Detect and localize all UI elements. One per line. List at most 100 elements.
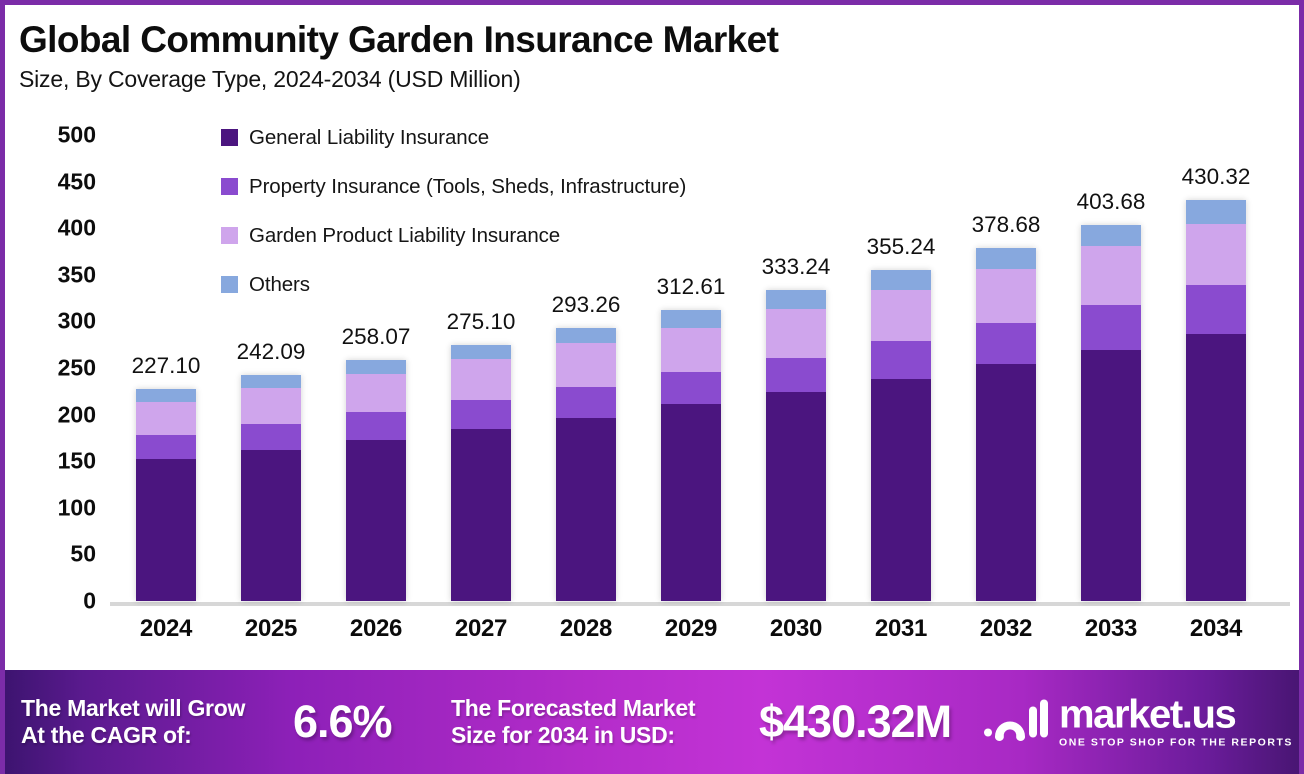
bar-segment[interactable]	[871, 269, 931, 290]
chart-legend: General Liability Insurance Property Insu…	[221, 113, 686, 309]
legend-item-0[interactable]: General Liability Insurance	[221, 113, 686, 162]
bar-segment[interactable]	[241, 423, 301, 451]
bar-value-label: 293.26	[551, 291, 621, 317]
bar-segment[interactable]	[346, 374, 406, 413]
cagr-caption-line2: At the CAGR of:	[21, 722, 192, 748]
bar-segment[interactable]	[976, 323, 1036, 365]
x-axis-tick-label: 2032	[979, 615, 1033, 642]
bar-segment[interactable]	[1186, 333, 1246, 601]
bar-group[interactable]: 227.10 2024	[132, 135, 201, 642]
legend-item-3[interactable]: Others	[221, 260, 686, 309]
bar-segment[interactable]	[871, 289, 931, 342]
market-us-logo[interactable]: market.us ONE STOP SHOP FOR THE REPORTS	[983, 695, 1293, 749]
x-axis-tick-label: 2030	[769, 615, 823, 642]
bar-segment[interactable]	[346, 360, 406, 375]
bar-segment[interactable]	[1186, 223, 1246, 286]
bar-segment[interactable]	[241, 450, 301, 601]
bar-segment[interactable]	[766, 392, 826, 601]
bar-segment[interactable]	[976, 364, 1036, 601]
bar-segment[interactable]	[136, 389, 196, 402]
stacked-bar[interactable]	[136, 389, 196, 601]
stacked-bar[interactable]	[241, 375, 301, 601]
bar-segment[interactable]	[556, 418, 616, 601]
bar-segment[interactable]	[871, 341, 931, 379]
bar-segment[interactable]	[451, 359, 511, 401]
bar-value-label: 355.24	[866, 233, 936, 259]
bar-group[interactable]: 355.24 2031	[867, 135, 936, 642]
bar-segment[interactable]	[1081, 304, 1141, 350]
bar-group[interactable]: 378.68 2032	[972, 135, 1041, 642]
x-axis-tick-label: 2027	[454, 615, 508, 642]
bar-segment[interactable]	[766, 309, 826, 359]
bar-group[interactable]: 258.07 2026	[342, 135, 411, 642]
bar-segment[interactable]	[136, 401, 196, 436]
bar-segment[interactable]	[766, 290, 826, 310]
bar-value-label: 258.07	[341, 324, 411, 350]
bar-value-label: 378.68	[971, 212, 1041, 238]
bar-group[interactable]: 333.24 2030	[762, 135, 831, 642]
bar-segment[interactable]	[241, 388, 301, 424]
chart-subtitle: Size, By Coverage Type, 2024-2034 (USD M…	[19, 66, 521, 92]
bar-value-label: 227.10	[131, 353, 201, 379]
bar-segment[interactable]	[871, 378, 931, 601]
bar-segment[interactable]	[661, 404, 721, 601]
bar-segment[interactable]	[1186, 285, 1246, 334]
bar-segment[interactable]	[556, 327, 616, 344]
bar-segment[interactable]	[1081, 246, 1141, 305]
bar-value-label: 403.68	[1076, 188, 1146, 214]
y-axis-tick-label: 250	[57, 354, 96, 381]
stacked-bar[interactable]	[976, 248, 1036, 601]
bar-segment[interactable]	[556, 343, 616, 387]
legend-item-label: General Liability Insurance	[249, 125, 490, 149]
bar-value-label: 430.32	[1181, 163, 1251, 189]
bar-segment[interactable]	[241, 375, 301, 389]
forecast-caption-line1: The Forecasted Market	[451, 694, 696, 721]
x-axis-tick-label: 2025	[244, 615, 298, 642]
legend-item-1[interactable]: Property Insurance (Tools, Sheds, Infras…	[221, 162, 686, 211]
bar-segment[interactable]	[556, 386, 616, 419]
bar-segment[interactable]	[661, 309, 721, 329]
bar-group[interactable]: 403.68 2033	[1077, 135, 1146, 642]
bar-segment[interactable]	[451, 429, 511, 601]
bar-group[interactable]: 293.26 2028	[552, 135, 621, 642]
x-axis-tick-label: 2028	[559, 615, 613, 642]
bar-segment[interactable]	[346, 440, 406, 601]
stacked-bar[interactable]	[661, 309, 721, 601]
stacked-bar[interactable]	[346, 360, 406, 601]
bar-segment[interactable]	[1186, 199, 1246, 224]
bar-group[interactable]: 275.10 2027	[447, 135, 516, 642]
bar-segment[interactable]	[976, 268, 1036, 324]
bar-segment[interactable]	[451, 344, 511, 360]
bar-group[interactable]: 242.09 2025	[237, 135, 306, 642]
bar-segment[interactable]	[136, 459, 196, 601]
bar-segment[interactable]	[1081, 349, 1141, 601]
legend-item-2[interactable]: Garden Product Liability Insurance	[221, 211, 686, 260]
stacked-bar[interactable]	[871, 269, 931, 601]
y-axis-tick-label: 0	[83, 587, 96, 614]
x-axis-tick-label: 2029	[664, 615, 718, 642]
legend-swatch-icon	[221, 178, 238, 195]
stacked-bar[interactable]	[1186, 199, 1246, 601]
bar-segment[interactable]	[766, 358, 826, 393]
bar-segment[interactable]	[136, 435, 196, 460]
bar-segment[interactable]	[661, 372, 721, 405]
stacked-bar[interactable]	[766, 290, 826, 601]
y-axis-tick-label: 400	[57, 214, 96, 241]
bar-segment[interactable]	[346, 412, 406, 441]
bar-segment[interactable]	[976, 248, 1036, 269]
stacked-bar[interactable]	[556, 327, 616, 601]
x-axis-tick-label: 2033	[1084, 615, 1138, 642]
bar-value-label: 242.09	[236, 339, 306, 365]
bar-group[interactable]: 312.61 2029	[657, 135, 726, 642]
forecast-caption-line2: Size for 2034 in USD:	[451, 722, 675, 748]
legend-item-label: Property Insurance (Tools, Sheds, Infras…	[249, 174, 687, 198]
stacked-bar[interactable]	[1081, 224, 1141, 601]
bar-segment[interactable]	[661, 328, 721, 373]
bar-segment[interactable]	[451, 400, 511, 430]
stacked-bar[interactable]	[451, 344, 511, 601]
bar-group[interactable]: 430.32 2034	[1182, 135, 1251, 642]
legend-swatch-icon	[221, 227, 238, 244]
x-axis-tick-label: 2024	[139, 615, 193, 642]
bar-segment[interactable]	[1081, 224, 1141, 247]
